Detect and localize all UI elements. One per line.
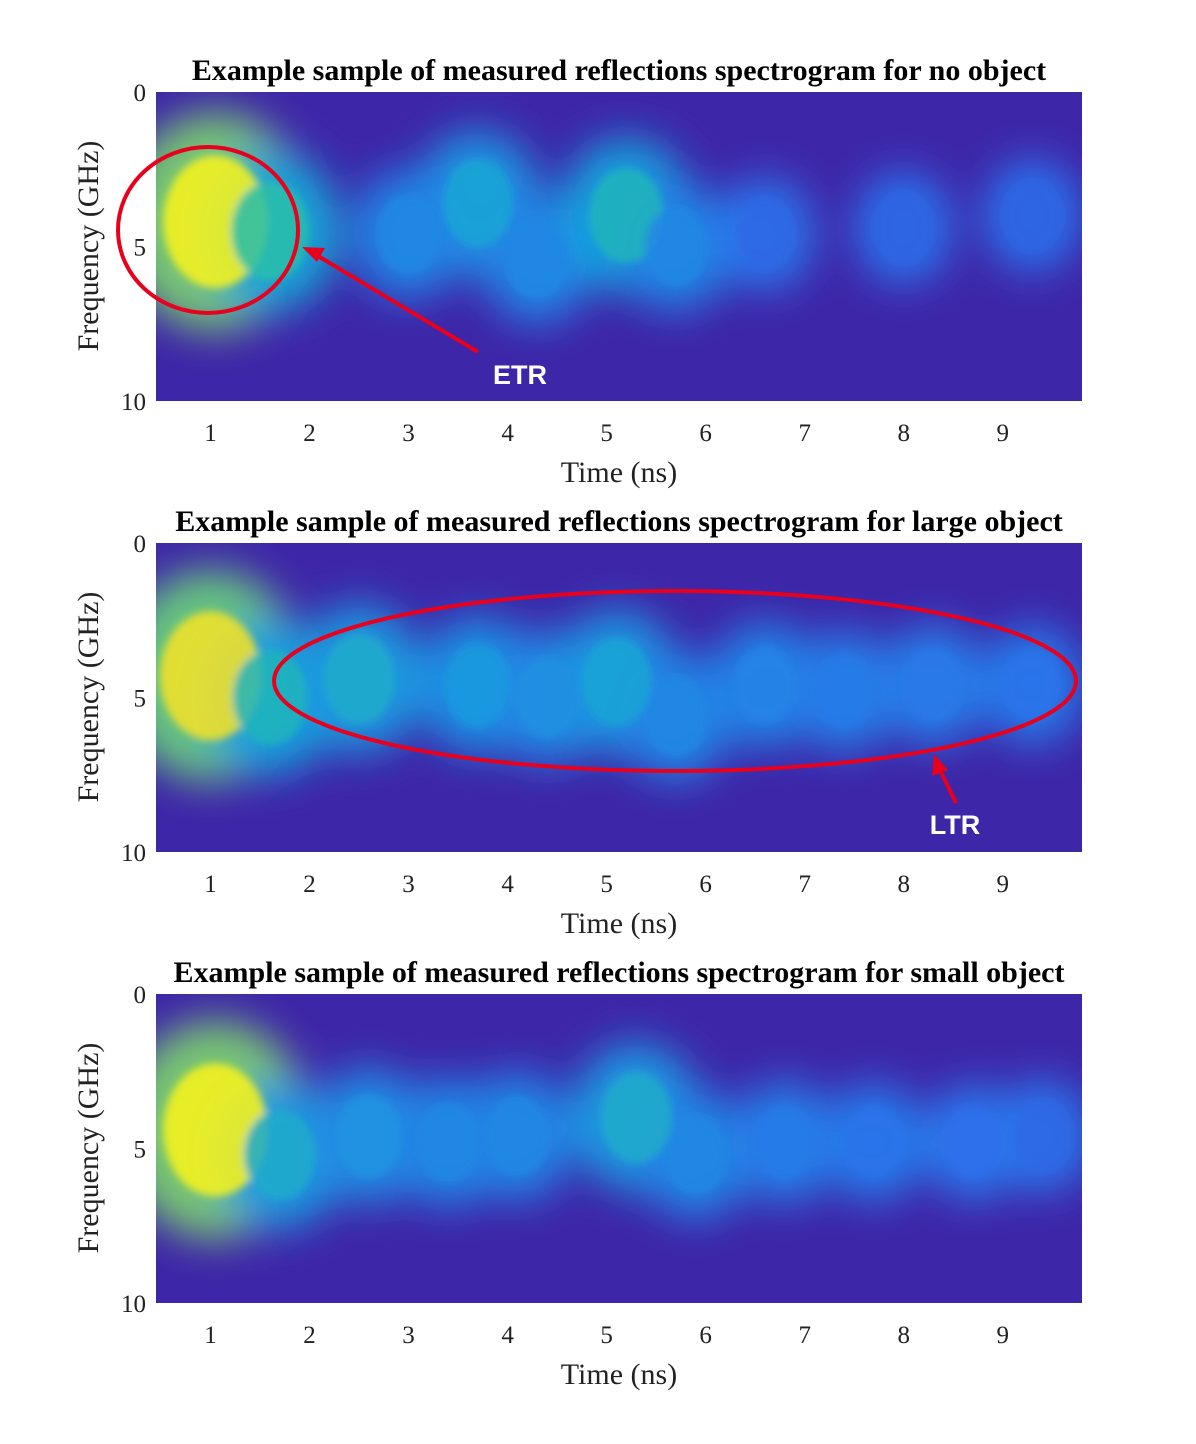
y-axis-label: Frequency (GHz): [72, 592, 105, 803]
heat-blob-core-6: [644, 676, 708, 756]
x-tick-label: 2: [303, 420, 316, 447]
heat-blob-core-1: [232, 650, 308, 745]
heat-blob-core-8: [876, 193, 931, 263]
x-tick-label: 4: [501, 1322, 514, 1349]
x-tick-label: 5: [600, 1322, 613, 1349]
x-tick-label: 9: [997, 1322, 1010, 1349]
panel-no-object: Example sample of measured reflections s…: [72, 54, 1082, 489]
heat-blob-core-0: [163, 1063, 268, 1197]
x-tick-label: 6: [699, 1322, 712, 1349]
x-tick-label: 1: [204, 1322, 217, 1349]
heat-blob-core-8: [845, 1105, 903, 1179]
heat-core-group: [163, 1063, 1070, 1201]
heat-blob-core-4: [486, 1096, 549, 1176]
heat-blob-core-1: [231, 181, 309, 281]
x-tick-label: 4: [501, 420, 514, 447]
x-tick-label: 9: [997, 871, 1010, 898]
x-tick-label: 3: [402, 871, 415, 898]
heat-blob-core-5: [581, 637, 652, 727]
heat-core-group: [163, 155, 1060, 299]
heat-blob-core-9: [1005, 181, 1060, 251]
heatmap-layer: [156, 112, 1082, 331]
x-tick-label: 2: [303, 871, 316, 898]
x-tick-label: 8: [897, 871, 910, 898]
heat-blob-core-2: [443, 159, 513, 248]
y-tick-label: 0: [134, 80, 147, 107]
heat-blob-core-6: [664, 1115, 727, 1195]
y-axis-label: Frequency (GHz): [72, 1043, 105, 1254]
chart-title: Example sample of measured reflections s…: [174, 956, 1065, 989]
heat-blob-core-10: [1003, 648, 1062, 722]
y-tick-label: 5: [134, 1137, 147, 1164]
heat-blob-core-10: [1014, 1101, 1070, 1172]
y-tick-labels: 0 5 10: [121, 531, 146, 867]
x-tick-label: 7: [798, 420, 811, 447]
heat-blob-core-2: [336, 1094, 402, 1178]
x-tick-label: 7: [798, 871, 811, 898]
heat-blob-core-3: [417, 1102, 480, 1182]
x-tick-label: 8: [897, 420, 910, 447]
heat-blob-core-2: [323, 633, 395, 725]
y-tick-labels: 0 5 10: [121, 80, 146, 416]
heat-blob-core-7: [755, 1104, 815, 1180]
y-tick-labels: 0 5 10: [121, 982, 146, 1318]
x-tick-label: 1: [204, 420, 217, 447]
x-tick-label: 6: [699, 871, 712, 898]
etr-arrow-head: [302, 247, 325, 262]
heat-blob-core-7: [737, 199, 793, 270]
x-tick-label: 6: [699, 420, 712, 447]
x-tick-label: 9: [997, 420, 1010, 447]
heat-blob-core-4: [515, 656, 580, 739]
ltr-arrow-shaft: [938, 769, 958, 804]
y-tick-label: 0: [134, 531, 147, 558]
etr-marker-circle: [116, 145, 300, 315]
x-tick-labels: 1 2 3 4 5 6 7 8 9: [204, 1322, 1009, 1349]
x-tick-label: 8: [897, 1322, 910, 1349]
heat-blob-core-9: [904, 647, 963, 723]
x-tick-label: 5: [600, 871, 613, 898]
ltr-arrow-head: [932, 754, 948, 776]
heat-blob-core-9: [945, 1106, 1002, 1179]
heat-blob-core-7: [734, 646, 796, 724]
x-tick-label: 1: [204, 871, 217, 898]
heat-blob-core-8: [814, 653, 874, 729]
y-axis-label: Frequency (GHz): [72, 141, 105, 352]
y-tick-label: 5: [134, 686, 147, 713]
y-tick-label: 0: [134, 982, 147, 1009]
x-tick-label: 7: [798, 1322, 811, 1349]
panel-small-object: Example sample of measured reflections s…: [72, 956, 1082, 1391]
x-tick-labels: 1 2 3 4 5 6 7 8 9: [204, 420, 1009, 447]
chart-title: Example sample of measured reflections s…: [175, 505, 1063, 538]
x-tick-label: 2: [303, 1322, 316, 1349]
y-tick-label: 10: [121, 840, 146, 867]
heat-blob-core-3: [444, 642, 512, 728]
x-axis-label: Time (ns): [561, 456, 677, 489]
heat-blob-core-3: [377, 194, 440, 274]
x-tick-label: 5: [600, 420, 613, 447]
heat-blob-core-4: [506, 219, 569, 299]
x-axis-label: Time (ns): [561, 907, 677, 940]
y-tick-label: 10: [121, 389, 146, 416]
y-tick-label: 5: [134, 235, 147, 262]
x-tick-label: 4: [501, 871, 514, 898]
heat-blob-core-1: [244, 1109, 316, 1201]
chart-title: Example sample of measured reflections s…: [192, 54, 1046, 87]
heat-blob-core-5: [600, 1072, 672, 1163]
x-tick-label: 3: [402, 420, 415, 447]
heat-core-group: [159, 611, 1062, 756]
ltr-label: LTR: [930, 810, 980, 840]
heat-blob-core-5: [589, 168, 664, 263]
panel-large-object: Example sample of measured reflections s…: [72, 505, 1082, 940]
heatmap-layer: [156, 1020, 1082, 1240]
heat-blob-core-6: [644, 206, 708, 287]
etr-arrow-shaft: [316, 254, 480, 354]
x-tick-labels: 1 2 3 4 5 6 7 8 9: [204, 871, 1009, 898]
x-axis-label: Time (ns): [561, 1358, 677, 1391]
etr-label: ETR: [493, 360, 547, 390]
y-tick-label: 10: [121, 1291, 146, 1318]
x-tick-label: 3: [402, 1322, 415, 1349]
ltr-marker-ellipse: [272, 589, 1078, 773]
